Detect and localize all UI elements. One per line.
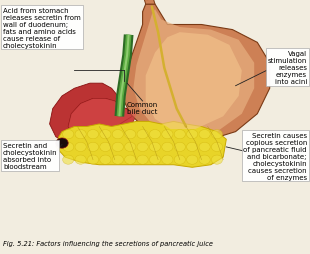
Circle shape (63, 130, 74, 139)
Circle shape (211, 155, 223, 165)
Circle shape (137, 130, 148, 139)
Circle shape (125, 130, 136, 139)
Circle shape (211, 130, 223, 139)
Circle shape (87, 155, 99, 165)
Circle shape (211, 143, 223, 152)
Polygon shape (50, 84, 136, 145)
Circle shape (125, 155, 136, 165)
Circle shape (199, 155, 210, 165)
Circle shape (87, 130, 99, 139)
Circle shape (149, 143, 161, 152)
Polygon shape (56, 122, 226, 168)
Circle shape (143, 0, 151, 1)
Circle shape (149, 130, 161, 139)
Circle shape (174, 143, 185, 152)
Circle shape (87, 143, 99, 152)
Circle shape (199, 143, 210, 152)
Circle shape (56, 138, 68, 149)
Circle shape (162, 143, 173, 152)
Circle shape (187, 155, 198, 165)
Circle shape (100, 155, 111, 165)
Circle shape (199, 130, 210, 139)
Circle shape (63, 155, 74, 165)
Circle shape (100, 130, 111, 139)
Polygon shape (143, 0, 155, 5)
Text: Fig. 5.21: Factors influencing the secretions of pancreatic juice: Fig. 5.21: Factors influencing the secre… (3, 240, 213, 246)
Circle shape (137, 155, 148, 165)
Polygon shape (68, 99, 136, 142)
Circle shape (63, 143, 74, 152)
Circle shape (75, 130, 86, 139)
Circle shape (125, 143, 136, 152)
Circle shape (149, 155, 161, 165)
Polygon shape (133, 10, 254, 137)
Text: Secretin and
cholecystokinin
absorbed into
bloodstream: Secretin and cholecystokinin absorbed in… (3, 142, 58, 169)
Circle shape (137, 143, 148, 152)
Circle shape (75, 155, 86, 165)
Circle shape (174, 155, 185, 165)
Text: Common
bile duct: Common bile duct (127, 102, 158, 115)
Circle shape (112, 143, 123, 152)
Circle shape (162, 155, 173, 165)
Text: Vagal
stimulation
releases
enzymes
into acini: Vagal stimulation releases enzymes into … (268, 51, 307, 85)
Polygon shape (146, 33, 242, 130)
Circle shape (162, 130, 173, 139)
Circle shape (174, 130, 185, 139)
Polygon shape (124, 5, 270, 142)
Circle shape (100, 143, 111, 152)
Circle shape (187, 130, 198, 139)
Circle shape (112, 130, 123, 139)
Text: Acid from stomach
releases secretin from
wall of duodenum;
fats and amino acids
: Acid from stomach releases secretin from… (3, 8, 81, 49)
Circle shape (112, 155, 123, 165)
Circle shape (187, 143, 198, 152)
Circle shape (75, 143, 86, 152)
Text: Secretin causes
copious secretion
of pancreatic fluid
and bicarbonate;
cholecyst: Secretin causes copious secretion of pan… (243, 132, 307, 180)
